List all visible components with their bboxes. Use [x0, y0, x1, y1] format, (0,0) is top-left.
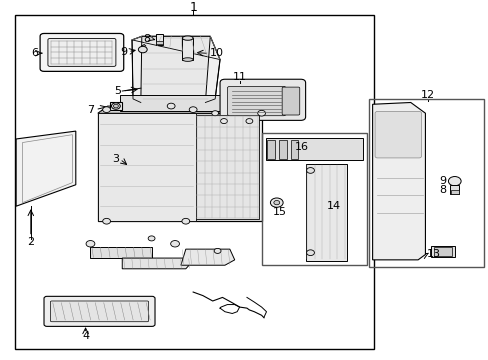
Text: 4: 4	[82, 331, 89, 341]
Circle shape	[148, 236, 155, 241]
Text: 3: 3	[112, 154, 119, 164]
Circle shape	[102, 107, 110, 113]
FancyBboxPatch shape	[220, 79, 305, 120]
Circle shape	[167, 103, 175, 109]
Text: 15: 15	[272, 207, 286, 217]
Text: 8: 8	[143, 34, 150, 44]
Bar	[279, 140, 286, 159]
Bar	[430, 246, 454, 257]
Text: 2: 2	[27, 237, 34, 247]
Bar	[120, 95, 239, 112]
Polygon shape	[181, 249, 234, 265]
Circle shape	[245, 118, 252, 123]
Bar	[15, 15, 373, 349]
Bar	[156, 41, 163, 44]
Bar	[450, 190, 458, 194]
Circle shape	[86, 240, 95, 247]
Polygon shape	[90, 247, 151, 258]
Circle shape	[182, 219, 189, 224]
Circle shape	[306, 167, 314, 173]
Bar	[155, 34, 163, 45]
Circle shape	[214, 248, 221, 253]
Bar	[265, 138, 363, 160]
Bar	[195, 115, 259, 219]
Ellipse shape	[182, 36, 193, 40]
Polygon shape	[141, 36, 210, 103]
Bar	[98, 113, 261, 221]
Circle shape	[273, 201, 279, 205]
Bar	[261, 133, 366, 265]
Text: 1: 1	[189, 1, 197, 14]
Polygon shape	[372, 103, 425, 260]
Circle shape	[447, 176, 460, 186]
Circle shape	[220, 118, 227, 123]
Text: 7: 7	[87, 105, 94, 114]
Text: 13: 13	[426, 249, 440, 260]
Circle shape	[189, 107, 197, 113]
FancyBboxPatch shape	[40, 33, 123, 71]
Text: 16: 16	[294, 142, 308, 152]
Circle shape	[211, 111, 218, 116]
FancyBboxPatch shape	[50, 301, 148, 322]
Circle shape	[170, 240, 179, 247]
Circle shape	[306, 250, 314, 256]
Polygon shape	[98, 106, 271, 113]
Bar	[305, 164, 346, 261]
Bar	[449, 185, 458, 194]
Circle shape	[102, 219, 110, 224]
Polygon shape	[122, 258, 190, 269]
Text: 9: 9	[438, 176, 445, 186]
Circle shape	[113, 104, 118, 108]
Bar	[98, 113, 195, 221]
Ellipse shape	[182, 58, 193, 61]
Circle shape	[270, 198, 283, 207]
Bar	[110, 102, 122, 111]
Bar	[182, 38, 193, 59]
Text: 8: 8	[438, 185, 445, 195]
Text: 14: 14	[326, 201, 340, 211]
Bar	[368, 99, 483, 267]
Text: 10: 10	[210, 49, 224, 58]
Bar	[433, 247, 451, 256]
Polygon shape	[132, 36, 220, 103]
FancyBboxPatch shape	[374, 112, 421, 158]
Text: 9: 9	[120, 47, 127, 57]
FancyBboxPatch shape	[48, 39, 116, 66]
Circle shape	[257, 111, 265, 116]
Text: 11: 11	[232, 72, 246, 82]
FancyBboxPatch shape	[227, 86, 285, 116]
Circle shape	[111, 103, 120, 109]
Text: 5: 5	[114, 86, 121, 96]
Text: 6: 6	[31, 48, 38, 58]
Circle shape	[138, 46, 147, 53]
FancyBboxPatch shape	[282, 87, 299, 115]
Bar	[290, 140, 298, 159]
Text: 12: 12	[421, 90, 434, 100]
Bar	[267, 140, 274, 159]
Polygon shape	[16, 131, 76, 206]
FancyBboxPatch shape	[44, 296, 155, 327]
